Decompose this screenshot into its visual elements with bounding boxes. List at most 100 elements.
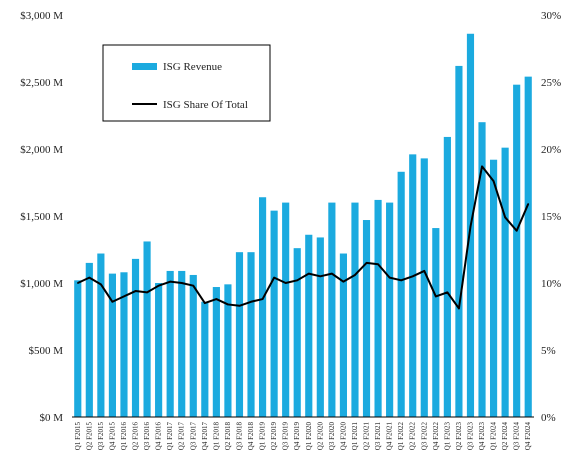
bar: [339, 253, 347, 417]
bar: [97, 253, 105, 417]
x-tick-label: Q1 F2017: [166, 422, 174, 451]
bar: [397, 171, 405, 417]
line-point: [527, 203, 530, 205]
bar: [420, 158, 428, 417]
x-tick-label: Q3 F2015: [97, 422, 105, 451]
bar: [131, 258, 140, 417]
x-tick-label: Q2 F2023: [455, 422, 463, 451]
y-right-tick-label: 0%: [541, 412, 556, 424]
y-left-tick-label: $2,000 M: [20, 144, 63, 156]
bar: [351, 202, 359, 417]
line-point: [307, 272, 310, 275]
bar: [258, 197, 267, 417]
bar: [85, 262, 93, 417]
line-point: [284, 282, 287, 284]
x-tick-label: Q1 F2016: [120, 422, 128, 451]
line-point: [492, 180, 495, 182]
x-tick-label: Q4 F2015: [108, 422, 116, 451]
bar: [143, 241, 151, 417]
x-tick-label: Q4 F2022: [432, 422, 440, 451]
legend-box: [102, 44, 271, 122]
x-tick-label: Q4 F2016: [155, 422, 163, 451]
x-tick-label: Q1 F2021: [351, 422, 359, 451]
line-point: [250, 300, 252, 303]
line-point: [435, 295, 437, 298]
x-tick-label: Q4 F2017: [201, 422, 209, 451]
x-tick-label: Q2 F2018: [224, 422, 232, 451]
x-tick-label: Q1 F2024: [490, 422, 498, 451]
line-layer: [76, 165, 530, 310]
bar: [316, 237, 324, 417]
x-tick-label: Q1 F2020: [305, 422, 313, 451]
line-point: [111, 300, 114, 303]
bar: [120, 272, 128, 417]
bar: [362, 220, 371, 417]
x-tick-label: Q3 F2016: [143, 422, 151, 451]
y-right-tick-label: 5%: [541, 345, 556, 357]
x-tick-label: Q2 F2021: [363, 422, 371, 451]
y-right-tick-label: 10%: [541, 278, 561, 290]
line-point: [88, 276, 91, 279]
x-tick-label: Q4 F2023: [478, 422, 486, 451]
bars-layer: [74, 33, 532, 418]
line-point: [481, 165, 483, 168]
line-point: [446, 291, 449, 294]
x-tick-label: Q1 F2022: [397, 422, 405, 451]
y-left-tick-label: $3,000 M: [20, 10, 63, 22]
y-left-tick-label: $1,500 M: [20, 211, 63, 223]
line-point: [296, 279, 299, 282]
x-tick-label: Q4 F2024: [524, 422, 532, 451]
bar: [201, 301, 209, 417]
y-right-tick-label: 20%: [541, 144, 561, 156]
bar: [247, 252, 255, 417]
bar: [74, 280, 82, 417]
line-point: [157, 284, 160, 287]
line-point: [134, 290, 137, 292]
x-tick-label: Q2 F2015: [85, 422, 93, 451]
y-left-tick-label: $2,500 M: [20, 77, 63, 89]
y-right-tick-label: 15%: [541, 211, 561, 223]
bar: [432, 228, 440, 417]
x-tick-label: Q1 F2019: [259, 422, 267, 451]
line-point: [342, 280, 345, 283]
line-point: [273, 276, 275, 279]
line-point: [123, 295, 125, 298]
bar: [178, 270, 186, 417]
bar: [166, 270, 174, 417]
x-tick-label: Q4 F2021: [386, 422, 394, 451]
x-tick-label: Q2 F2022: [409, 422, 417, 451]
series-line-isg-share: [77, 165, 530, 310]
bar: [489, 159, 498, 417]
x-tick-label: Q4 F2019: [293, 422, 301, 451]
x-tick-label: Q3 F2019: [282, 422, 290, 451]
line-point: [400, 279, 402, 282]
line-point: [238, 304, 241, 307]
line-point: [227, 303, 229, 306]
legend-label-isg-share: ISG Share Of Total: [163, 99, 248, 111]
line-point: [180, 282, 183, 284]
x-tick-label: Q2 F2024: [501, 422, 509, 451]
bar: [155, 283, 163, 417]
legend-swatch-isg-revenue: [132, 63, 157, 70]
x-tick-label: Q3 F2021: [374, 422, 382, 451]
line-point: [388, 276, 391, 279]
bar: [293, 248, 301, 417]
y-left-tick-label: $0 M: [39, 412, 63, 424]
line-point: [169, 280, 171, 283]
legend-label-isg-revenue: ISG Revenue: [163, 61, 222, 73]
x-tick-label: Q4 F2018: [247, 422, 255, 451]
x-tick-label: Q2 F2020: [316, 422, 324, 451]
bar: [270, 210, 278, 417]
bar: [328, 202, 336, 417]
bar: [386, 202, 394, 417]
line-point: [423, 270, 426, 272]
line-point: [354, 274, 356, 276]
bar: [443, 136, 451, 417]
bar: [409, 154, 417, 418]
line-point: [331, 272, 333, 275]
bar: [478, 122, 486, 417]
bar: [455, 65, 463, 418]
y-left-tick-label: $1,000 M: [20, 278, 63, 290]
bar: [282, 202, 290, 417]
y-right-tick-label: 25%: [541, 77, 561, 89]
